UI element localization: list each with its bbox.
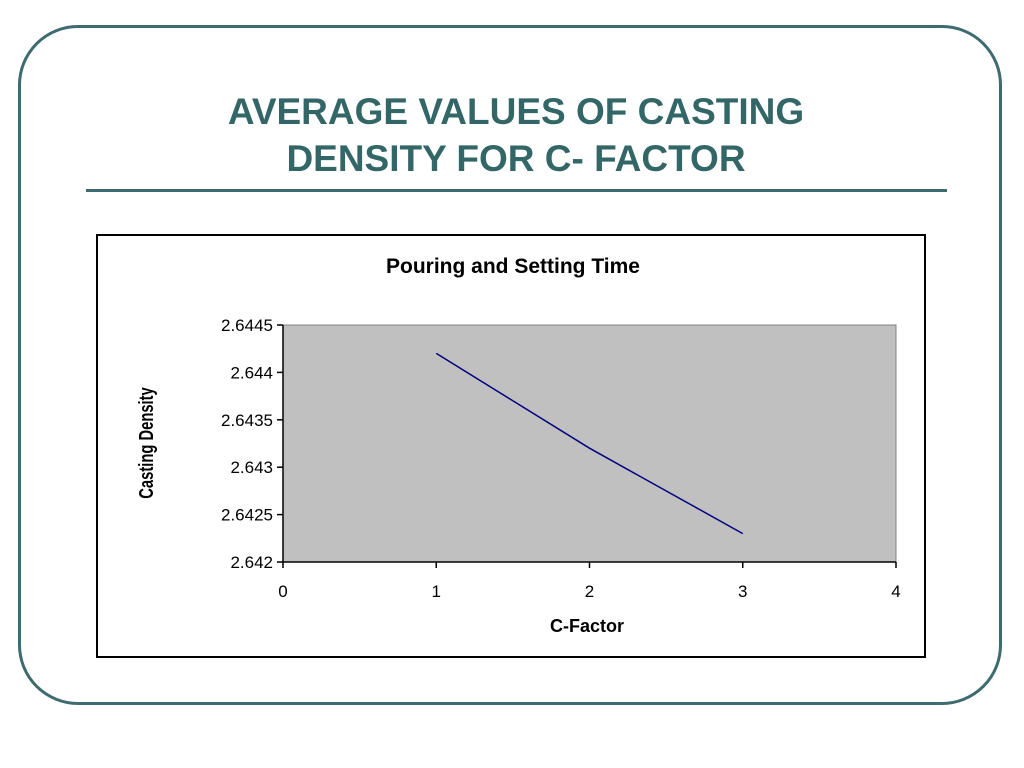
y-tick-label: 2.644 bbox=[230, 363, 273, 382]
plot-area bbox=[282, 324, 897, 563]
slide-title-line-2: DENSITY FOR C- FACTOR bbox=[286, 138, 746, 179]
slide-frame bbox=[18, 25, 1002, 705]
x-tick-label: 2 bbox=[585, 582, 594, 601]
y-tick-label: 2.6435 bbox=[221, 411, 273, 430]
series-line bbox=[435, 352, 744, 535]
x-ticks: 0 1 2 3 4 bbox=[278, 562, 901, 601]
y-tick-label: 2.6425 bbox=[221, 506, 273, 525]
chart-title: Pouring and Setting Time bbox=[386, 255, 640, 278]
x-tick-label: 3 bbox=[738, 582, 747, 601]
y-tick-label: 2.642 bbox=[230, 553, 273, 572]
series-layer bbox=[435, 352, 744, 535]
slide-title: AVERAGE VALUES OF CASTING DENSITY FOR C-… bbox=[90, 88, 942, 182]
y-axis-label: Casting Density bbox=[135, 387, 158, 498]
x-axis-label: C-Factor bbox=[550, 616, 624, 636]
x-tick-label: 1 bbox=[432, 582, 441, 601]
y-ticks: 2.6445 2.644 2.6435 2.643 2.6425 2.642 bbox=[221, 316, 283, 572]
title-divider bbox=[86, 189, 947, 192]
slide-title-line-1: AVERAGE VALUES OF CASTING bbox=[227, 91, 805, 132]
y-axis: 2.6445 2.644 2.6435 2.643 2.6425 2.642 bbox=[221, 316, 284, 572]
y-tick-label: 2.6445 bbox=[221, 316, 273, 335]
x-tick-label: 0 bbox=[278, 582, 287, 601]
line-chart: Pouring and Setting Time 2.64452.6442.64… bbox=[135, 255, 901, 636]
y-tick-label: 2.643 bbox=[230, 458, 273, 477]
x-tick-label: 4 bbox=[891, 582, 900, 601]
x-axis: 0 1 2 3 4 bbox=[278, 561, 901, 601]
